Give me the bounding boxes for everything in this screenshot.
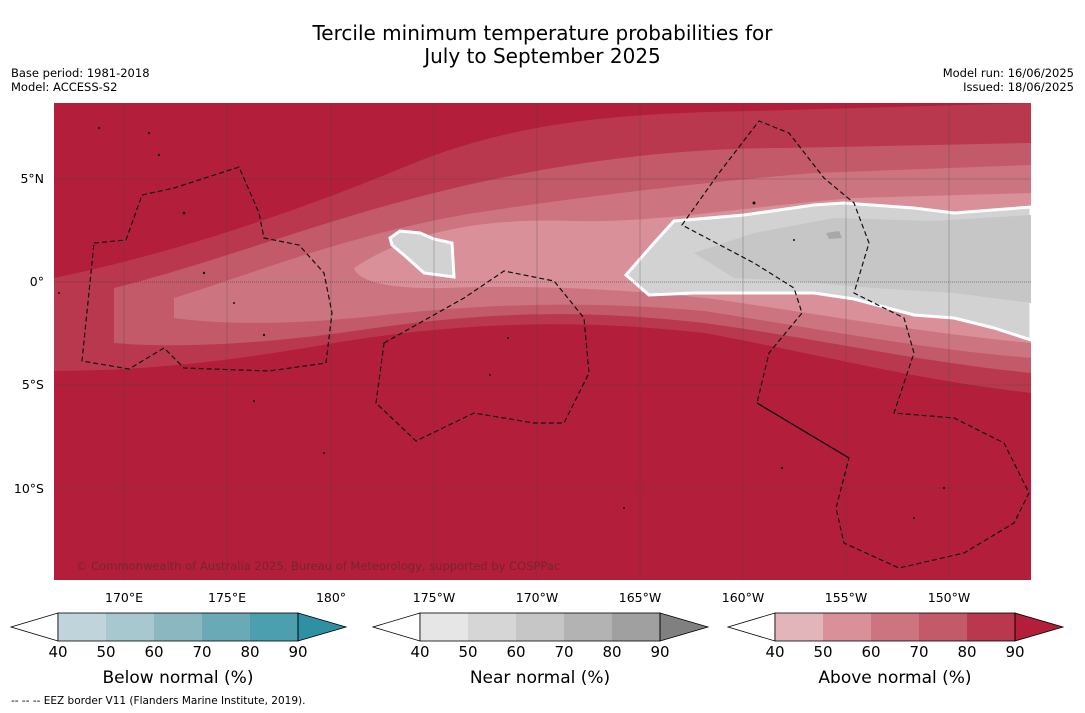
title-line-2: July to September 2025 xyxy=(424,44,661,68)
tick-50: 50 xyxy=(458,643,478,661)
tick-70: 70 xyxy=(554,643,574,661)
tick-50: 50 xyxy=(813,643,833,661)
lon-label-150w: 150°W xyxy=(927,590,971,605)
colorbar-above-normal-bar xyxy=(726,612,1065,642)
eez-footnote: -- -- -- EEZ border V11 (Flanders Marine… xyxy=(11,695,306,707)
lon-label-170w: 170°W xyxy=(515,590,559,605)
tick-80: 80 xyxy=(957,643,977,661)
colorbar-swatch-50 xyxy=(106,613,154,641)
colorbar-near-normal-bar xyxy=(371,612,710,642)
copyright-text: © Commonwealth of Australia 2025, Bureau… xyxy=(76,559,561,573)
eez-border-2 xyxy=(375,270,590,442)
lon-label-175e: 175°E xyxy=(207,590,247,605)
tick-40: 40 xyxy=(765,643,785,661)
chart-title: Tercile minimum temperature probabilitie… xyxy=(0,22,1085,68)
grid-lines xyxy=(54,103,1031,580)
colorbar-swatch-40 xyxy=(58,613,106,641)
colorbar-swatch-40 xyxy=(775,613,823,641)
tick-50: 50 xyxy=(96,643,116,661)
meta-right: Model run: 16/06/2025 Issued: 18/06/2025 xyxy=(943,66,1074,94)
colorbar-swatch-40 xyxy=(420,613,468,641)
tick-70: 70 xyxy=(192,643,212,661)
colorbar-swatch-50 xyxy=(823,613,871,641)
lon-label-175w: 175°W xyxy=(412,590,456,605)
islands xyxy=(58,127,945,519)
tick-80: 80 xyxy=(240,643,260,661)
tick-60: 60 xyxy=(506,643,526,661)
colorbar-near-normal: 40 50 60 70 80 90 Near normal (%) xyxy=(371,612,712,702)
colorbar-swatch-70 xyxy=(564,613,612,641)
title-line-1: Tercile minimum temperature probabilitie… xyxy=(312,21,773,45)
tick-90: 90 xyxy=(650,643,670,661)
lon-label-155w: 155°W xyxy=(824,590,868,605)
lat-label-5n: 5°N xyxy=(20,171,44,186)
colorbar-swatch-90 xyxy=(660,613,708,641)
colorbar-swatch-80 xyxy=(250,613,298,641)
issued-date: Issued: 18/06/2025 xyxy=(963,80,1074,94)
colorbar-swatch-80 xyxy=(612,613,660,641)
colorbar-swatch-60 xyxy=(516,613,564,641)
lat-label-0: 0° xyxy=(29,274,44,289)
probability-map xyxy=(54,103,1031,580)
colorbar-swatch-50 xyxy=(468,613,516,641)
colorbar-caption: Near normal (%) xyxy=(469,668,611,688)
tick-40: 40 xyxy=(410,643,430,661)
near-normal-dark-spot xyxy=(826,231,842,239)
model-name: Model: ACCESS-S2 xyxy=(11,80,118,94)
eez-solid-border xyxy=(756,402,850,459)
lon-label-165w: 165°W xyxy=(618,590,662,605)
colorbar-swatch-60 xyxy=(154,613,202,641)
colorbar-swatch-90 xyxy=(1015,613,1063,641)
eez-borders xyxy=(81,120,1030,569)
near-normal-core xyxy=(694,215,1031,303)
colorbar-caption: Below normal (%) xyxy=(102,668,254,688)
lon-label-160w: 160°W xyxy=(721,590,765,605)
eez-border-3 xyxy=(681,120,1030,569)
eez-border-1 xyxy=(81,166,333,372)
colorbar-swatch-80 xyxy=(967,613,1015,641)
base-period: Base period: 1981-2018 xyxy=(11,66,150,80)
colorbar-above-normal: 40 50 60 70 80 90 Above normal (%) xyxy=(726,612,1067,702)
near-normal-region-west xyxy=(388,229,456,279)
tick-60: 60 xyxy=(144,643,164,661)
tick-80: 80 xyxy=(602,643,622,661)
tick-70: 70 xyxy=(909,643,929,661)
colorbar-swatch-70 xyxy=(919,613,967,641)
colorbar-below-normal: 40 50 60 70 80 90 Below normal (%) xyxy=(9,612,350,702)
colorbar-caption: Above normal (%) xyxy=(818,668,972,688)
tick-40: 40 xyxy=(48,643,68,661)
tick-60: 60 xyxy=(861,643,881,661)
colorbar-swatch-60 xyxy=(871,613,919,641)
tick-90: 90 xyxy=(1005,643,1025,661)
colorbar-swatch-70 xyxy=(202,613,250,641)
lat-label-5s: 5°S xyxy=(21,377,44,392)
colorbar-swatch-90 xyxy=(298,613,346,641)
meta-left: Base period: 1981-2018 Model: ACCESS-S2 xyxy=(11,66,150,94)
lon-label-170e: 170°E xyxy=(104,590,144,605)
lon-label-180: 180° xyxy=(315,590,347,605)
tick-90: 90 xyxy=(288,643,308,661)
model-run: Model run: 16/06/2025 xyxy=(942,66,1074,80)
colorbar-below-normal-bar xyxy=(9,612,348,642)
lat-label-10s: 10°S xyxy=(13,481,44,496)
